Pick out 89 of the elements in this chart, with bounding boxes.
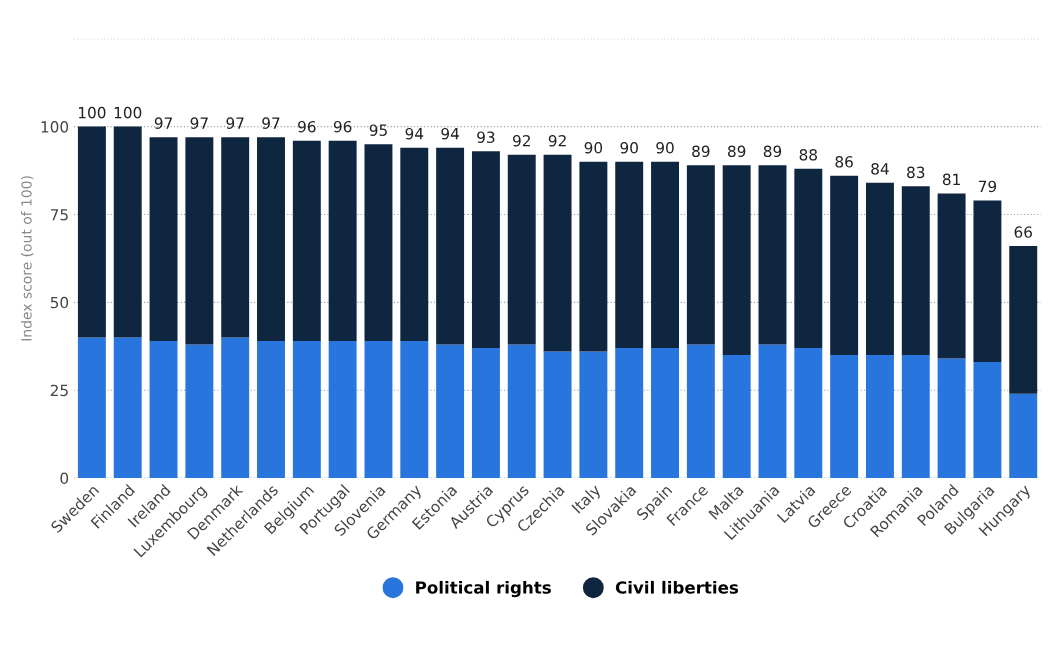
bar (651, 348, 679, 479)
total-label: 90 (584, 141, 603, 154)
bar (722, 165, 751, 356)
bar (579, 351, 608, 479)
bar (758, 344, 787, 479)
bar (471, 151, 500, 349)
total-label: 96 (333, 120, 352, 133)
total-label: 97 (226, 117, 244, 129)
bar (149, 137, 178, 341)
bar (507, 344, 536, 479)
total-label: 92 (548, 134, 566, 147)
total-label: 97 (262, 117, 280, 129)
bar (722, 355, 751, 479)
y-tick-label: 25 (50, 384, 68, 397)
bar (651, 161, 679, 349)
bar (1009, 246, 1038, 394)
bar (830, 355, 859, 479)
bar (221, 337, 250, 479)
total-label: 66 (1014, 226, 1032, 238)
total-label: 93 (477, 131, 495, 143)
bar (758, 165, 787, 345)
bar (579, 161, 608, 352)
total-label: 81 (942, 173, 960, 186)
bar (686, 344, 715, 479)
bar (328, 140, 357, 341)
total-label: 94 (441, 127, 459, 140)
bar (865, 355, 894, 479)
total-label: 96 (298, 120, 316, 133)
bar (973, 200, 1002, 363)
total-label: 90 (620, 141, 638, 154)
bar (400, 147, 429, 341)
legend-label: Civil liberties (615, 580, 739, 594)
bar (257, 340, 285, 479)
bar (113, 126, 142, 338)
y-tick-label: 0 (60, 472, 69, 485)
total-label: 100 (114, 106, 142, 119)
bar (436, 147, 465, 345)
bar (937, 193, 966, 359)
total-label: 92 (512, 134, 530, 147)
total-label: 83 (907, 166, 925, 179)
bar (257, 137, 285, 341)
total-label: 95 (369, 124, 387, 136)
bar (364, 144, 393, 341)
bar (292, 340, 321, 479)
bar (794, 348, 823, 479)
bar (113, 337, 142, 479)
bar (364, 340, 393, 479)
total-label: 90 (656, 141, 674, 154)
bar (973, 362, 1002, 479)
total-label: 94 (405, 127, 424, 140)
bar (615, 348, 644, 479)
total-label: 86 (835, 156, 853, 168)
total-label: 88 (799, 149, 817, 161)
bar (865, 182, 894, 356)
bar (292, 140, 321, 341)
bar (901, 186, 930, 356)
total-label: 89 (763, 145, 782, 158)
y-tick-label: 75 (50, 209, 68, 221)
total-label: 97 (154, 117, 172, 129)
bar (328, 340, 357, 479)
bar (615, 161, 644, 349)
total-label: 100 (79, 106, 106, 119)
bar (149, 340, 178, 479)
bar (77, 126, 106, 338)
total-label: 97 (190, 117, 208, 129)
bar (400, 340, 429, 479)
y-axis-title: Index score (out of 100) (20, 176, 34, 341)
bar (507, 154, 536, 345)
total-label: 89 (692, 145, 710, 158)
bar (543, 154, 572, 352)
legend-label: Political rights (416, 580, 551, 598)
bar (830, 175, 859, 356)
total-label: 79 (978, 180, 997, 193)
bar (221, 137, 250, 338)
bar (185, 344, 214, 479)
bar (436, 344, 465, 479)
bar (185, 137, 214, 345)
bar (471, 348, 500, 479)
bar (1009, 393, 1038, 479)
bar (77, 337, 106, 479)
total-label: 89 (727, 145, 746, 158)
bar (937, 358, 966, 479)
y-tick-label: 100 (41, 121, 69, 133)
total-label: 84 (871, 163, 889, 175)
bar (543, 351, 572, 479)
bar (794, 168, 823, 349)
bar (686, 165, 715, 345)
bar (901, 355, 930, 479)
y-tick-label: 50 (50, 296, 69, 309)
